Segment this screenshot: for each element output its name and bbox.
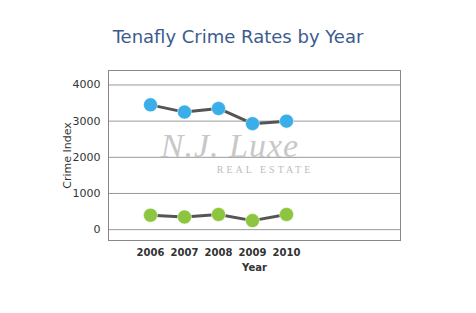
html-text:N.J. Luxe: N.J. Luxe: [160, 127, 300, 164]
svg-text:2010: 2010: [273, 247, 301, 258]
svg-text:2007: 2007: [171, 247, 199, 258]
svg-text:3000: 3000: [73, 115, 101, 128]
html-text:REAL ESTATE: REAL ESTATE: [216, 164, 314, 175]
svg-text:2000: 2000: [73, 151, 101, 164]
svg-text:4000: 4000: [73, 78, 101, 91]
svg-text:Crime Index: Crime Index: [61, 122, 74, 189]
svg-text:2008: 2008: [205, 247, 233, 258]
svg-text:2006: 2006: [137, 247, 165, 258]
svg-text:1000: 1000: [73, 187, 101, 200]
html-text:Tenafly Crime Rates by Year: Tenafly Crime Rates by Year: [112, 26, 364, 47]
svg-text:Year: Year: [241, 262, 267, 273]
svg-text:2009: 2009: [239, 247, 267, 258]
svg-text:0: 0: [94, 223, 101, 236]
